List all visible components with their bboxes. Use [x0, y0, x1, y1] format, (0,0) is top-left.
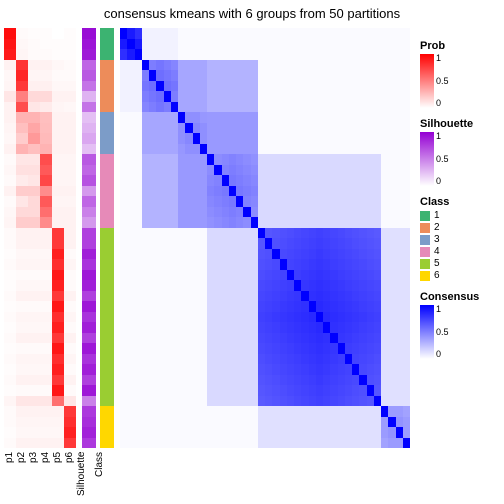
prob-heatmap [4, 28, 76, 448]
legend-prob-title: Prob [420, 40, 500, 52]
chart-title: consensus kmeans with 6 groups from 50 p… [0, 6, 504, 21]
legend-class-title: Class [420, 196, 500, 208]
silhouette-column [82, 28, 96, 448]
cons-gradient [420, 305, 434, 359]
legend-prob: Prob 10.50 [420, 40, 500, 108]
legends-panel: Prob 10.50 Silhouette 10.50 Class 123456… [420, 40, 500, 369]
legend-class: Class 123456 [420, 196, 500, 281]
legend-silhouette: Silhouette 10.50 [420, 118, 500, 186]
sil-ticks: 10.50 [436, 132, 449, 186]
legend-cons-title: Consensus [420, 291, 500, 303]
sil-gradient [420, 132, 434, 186]
cons-ticks: 10.50 [436, 305, 449, 359]
consensus-heatmap [120, 28, 410, 448]
prob-gradient [420, 54, 434, 108]
legend-consensus: Consensus 10.50 [420, 291, 500, 359]
column-labels: p1p2p3p4p5p6SilhouetteClass [4, 452, 114, 502]
class-legend-items: 123456 [420, 210, 500, 281]
legend-sil-title: Silhouette [420, 118, 500, 130]
prob-ticks: 10.50 [436, 54, 449, 108]
class-column [100, 28, 114, 448]
